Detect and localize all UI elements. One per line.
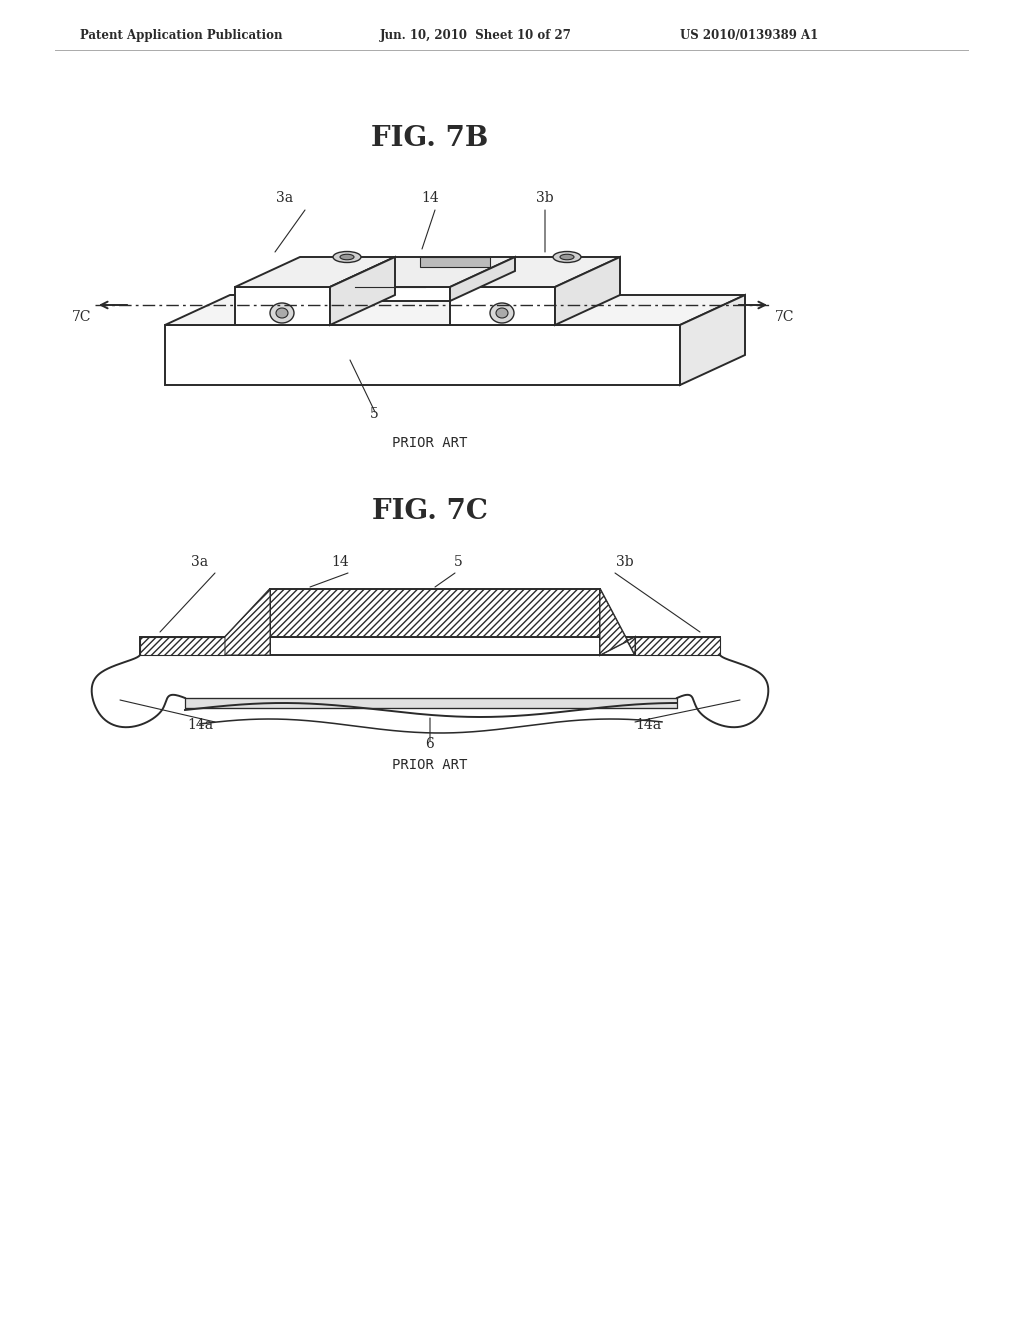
Ellipse shape — [340, 255, 354, 260]
Polygon shape — [165, 325, 680, 385]
Text: 5: 5 — [454, 554, 463, 569]
Bar — [185, 698, 677, 708]
Ellipse shape — [276, 308, 288, 318]
Polygon shape — [165, 294, 745, 325]
Ellipse shape — [553, 252, 581, 263]
Polygon shape — [330, 257, 395, 325]
Text: 3a: 3a — [276, 191, 294, 205]
Polygon shape — [555, 257, 620, 325]
Text: 3b: 3b — [537, 191, 554, 205]
Ellipse shape — [496, 308, 508, 318]
Ellipse shape — [270, 304, 294, 323]
Polygon shape — [225, 589, 270, 655]
Ellipse shape — [333, 252, 361, 263]
Bar — [140, 638, 720, 655]
Text: 14a: 14a — [187, 718, 213, 733]
Text: PRIOR ART: PRIOR ART — [392, 436, 468, 450]
Text: 7C: 7C — [73, 310, 92, 323]
Polygon shape — [600, 589, 635, 655]
Bar — [635, 638, 720, 655]
Text: 3b: 3b — [616, 554, 634, 569]
Polygon shape — [420, 257, 490, 267]
Text: PRIOR ART: PRIOR ART — [392, 758, 468, 772]
Bar — [140, 638, 225, 655]
Text: 5: 5 — [370, 407, 379, 421]
Text: Patent Application Publication: Patent Application Publication — [80, 29, 283, 41]
Text: 14: 14 — [331, 554, 349, 569]
Polygon shape — [450, 286, 555, 325]
Polygon shape — [450, 257, 620, 286]
Polygon shape — [234, 257, 395, 286]
Text: FIG. 7C: FIG. 7C — [372, 498, 488, 525]
Ellipse shape — [560, 255, 574, 260]
Text: 3a: 3a — [191, 554, 209, 569]
Ellipse shape — [490, 304, 514, 323]
Text: 14a: 14a — [635, 718, 662, 733]
Text: US 2010/0139389 A1: US 2010/0139389 A1 — [680, 29, 818, 41]
Polygon shape — [225, 589, 270, 655]
Text: Jun. 10, 2010  Sheet 10 of 27: Jun. 10, 2010 Sheet 10 of 27 — [380, 29, 571, 41]
Polygon shape — [234, 286, 330, 325]
Polygon shape — [450, 257, 515, 301]
Polygon shape — [330, 286, 450, 301]
Polygon shape — [600, 589, 635, 655]
Text: 14: 14 — [421, 191, 439, 205]
Text: 6: 6 — [426, 737, 434, 751]
Polygon shape — [330, 257, 515, 286]
Text: FIG. 7B: FIG. 7B — [372, 125, 488, 152]
Polygon shape — [680, 294, 745, 385]
Text: 7C: 7C — [775, 310, 795, 323]
Bar — [270, 589, 600, 638]
